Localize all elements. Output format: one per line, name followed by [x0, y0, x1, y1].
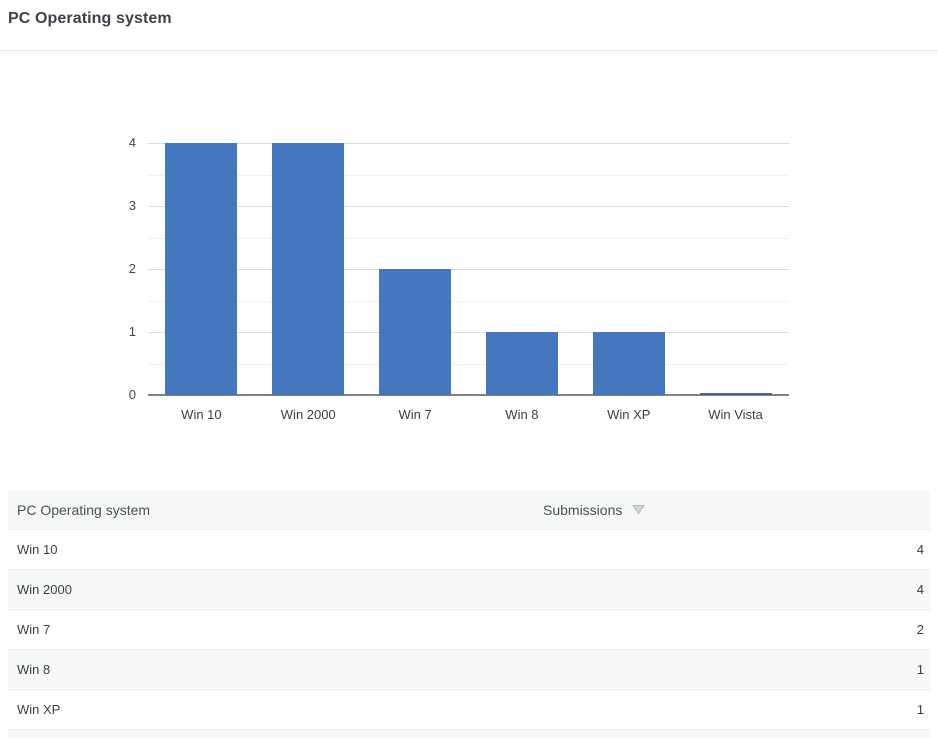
table-cell-os: Win 8	[17, 662, 51, 677]
column-header-os[interactable]: PC Operating system	[17, 502, 151, 518]
table-row: Win 8 1	[8, 650, 930, 690]
bar-win-xp[interactable]	[592, 332, 665, 395]
table-body: Win 10 4 Win 2000 4 Win 7 2 Win 8 1 Win XP 1	[8, 530, 930, 730]
table-cell-submissions: 1	[916, 702, 924, 717]
table-row: Win 10 4	[8, 530, 930, 570]
y-axis-tick-label: 0	[128, 387, 136, 402]
title-divider	[0, 50, 938, 51]
chart-x-axis-line	[148, 394, 789, 396]
sort-desc-icon[interactable]	[632, 490, 646, 530]
page-title: PC Operating system	[8, 10, 172, 27]
table-row: Win 7 2	[8, 610, 930, 650]
x-axis-tick-label: Win 10	[181, 407, 222, 422]
bar-win-7[interactable]	[379, 269, 452, 395]
gridline-major	[148, 206, 789, 207]
gridline-minor	[148, 237, 789, 239]
bar-win-10[interactable]	[165, 143, 238, 395]
gridline-major	[148, 269, 789, 270]
submissions-table: PC Operating system Submissions Win 10 4 W…	[8, 490, 930, 738]
table-row-partial	[8, 730, 930, 738]
bar-win-vista[interactable]	[699, 393, 772, 395]
x-axis-tick-label: Win 8	[505, 407, 539, 422]
table-row: Win 2000 4	[8, 570, 930, 610]
table-cell-os: Win 7	[17, 622, 51, 637]
gridline-minor	[148, 363, 789, 365]
y-axis-tick-label: 4	[128, 135, 136, 150]
x-axis-tick-label: Win XP	[607, 407, 651, 422]
column-header-submissions-label: Submissions	[543, 502, 623, 518]
table-cell-submissions: 1	[916, 662, 924, 677]
bar-win-8[interactable]	[485, 332, 558, 395]
table-cell-os: Win 10	[17, 542, 58, 557]
table-cell-submissions: 2	[916, 622, 924, 637]
gridline-minor	[148, 300, 789, 302]
table-cell-os: Win XP	[17, 702, 61, 717]
gridline-major	[148, 143, 789, 144]
column-header-submissions[interactable]: Submissions	[543, 490, 930, 530]
table-cell-submissions: 4	[916, 542, 924, 557]
table-cell-os: Win 2000	[17, 582, 72, 597]
y-axis-tick-label: 2	[128, 261, 136, 276]
table-header-row: PC Operating system Submissions	[8, 490, 930, 530]
gridline-minor	[148, 174, 789, 176]
x-axis-tick-label: Win Vista	[708, 407, 763, 422]
x-axis-tick-label: Win 2000	[280, 407, 336, 422]
y-axis-tick-label: 1	[128, 324, 136, 339]
table-row: Win XP 1	[8, 690, 930, 730]
gridline-major	[148, 332, 789, 333]
bar-win-2000[interactable]	[272, 143, 345, 395]
y-axis-tick-label: 3	[128, 198, 136, 213]
table-cell-submissions: 4	[916, 582, 924, 597]
x-axis-tick-label: Win 7	[398, 407, 432, 422]
